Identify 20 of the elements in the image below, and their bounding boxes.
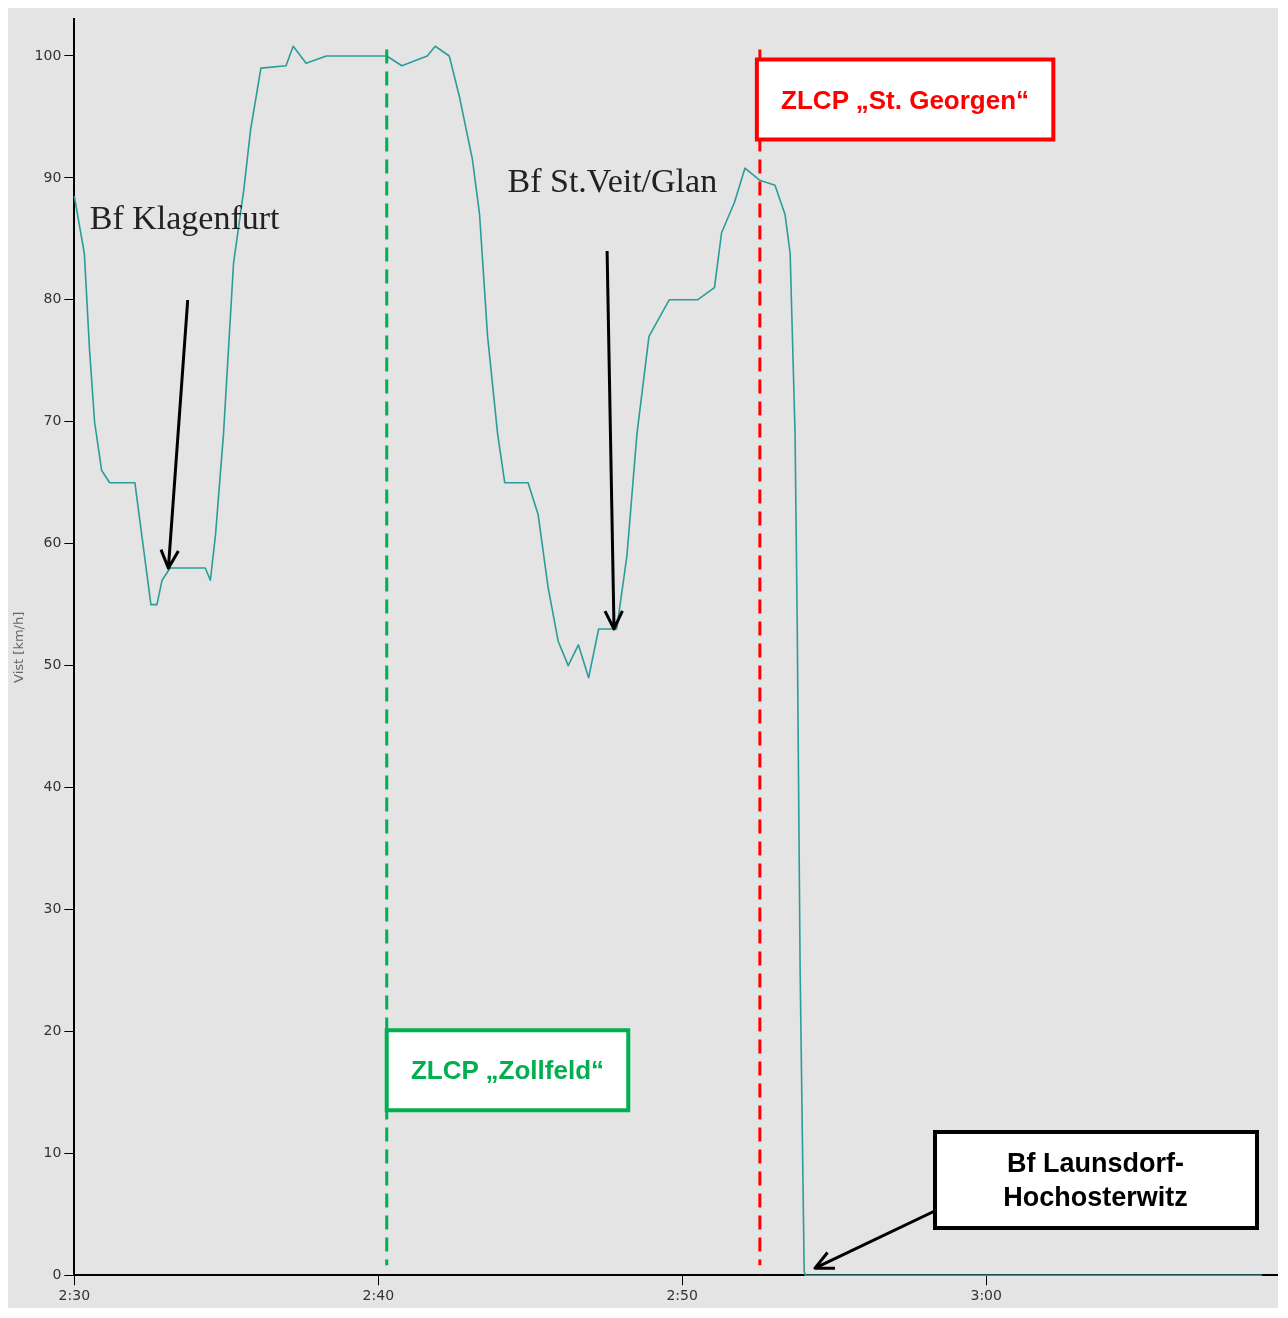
ref-line-label: ZLCP „St. Georgen“ [781,84,1030,115]
x-tick-label: 2:40 [362,1287,395,1304]
y-tick-label: 40 [43,778,62,795]
y-tick-label: 70 [43,412,62,429]
x-tick-label: 3:00 [970,1287,1002,1304]
y-tick-label: 20 [43,1022,62,1038]
y-tick-label: 80 [43,290,62,307]
x-tick-label: 2:50 [666,1287,698,1304]
x-tick-label: 2:30 [58,1287,91,1304]
y-tick-label: 50 [43,656,62,673]
annotation: Bf St.Veit/Glan [506,161,719,200]
y-tick-label: 30 [43,900,62,917]
y-tick-label: 100 [34,46,62,63]
text-box: Bf Launsdorf- Hochosterwitz [932,1130,1259,1231]
y-tick-label: 0 [52,1265,62,1282]
ref-line-label: ZLCP „Zollfeld“ [410,1055,605,1086]
y-tick-label: 10 [43,1143,62,1160]
y-tick-label: 90 [43,168,62,185]
y-tick-label: 60 [43,534,62,551]
y-axis-title: Vist [km/h] [11,611,27,683]
